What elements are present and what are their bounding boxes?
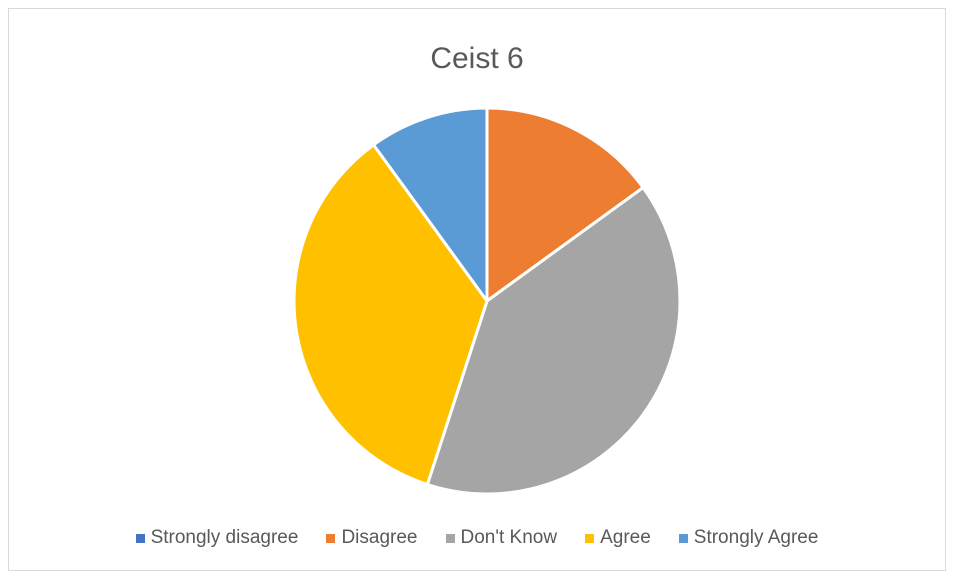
- legend-swatch: [678, 533, 688, 543]
- legend-item-don-t-know: Don't Know: [445, 527, 558, 549]
- legend-swatch: [326, 533, 336, 543]
- chart-area: Ceist 6 Strongly disagree Disagree Don't K…: [8, 8, 946, 571]
- legend-item-disagree: Disagree: [326, 527, 418, 549]
- pie-slice-agree: [292, 143, 489, 487]
- pie-slice-don-t-know: [425, 186, 682, 496]
- legend-label: Agree: [600, 527, 651, 548]
- legend-item-strongly-disagree: Strongly disagree: [135, 527, 299, 549]
- legend-label: Strongly Agree: [693, 527, 819, 548]
- chart-title: Ceist 6: [430, 42, 524, 75]
- legend-item-agree: Agree: [585, 527, 651, 549]
- legend-swatch: [135, 533, 145, 543]
- chart-legend: Strongly disagree Disagree Don't Know Agree…: [9, 527, 945, 549]
- legend-label: Don't Know: [460, 527, 558, 548]
- legend-label: Strongly disagree: [150, 527, 299, 548]
- legend-swatch: [445, 533, 455, 543]
- legend-label: Disagree: [341, 527, 418, 548]
- pie-chart: [292, 106, 682, 496]
- pie-slice-strongly-agree: [372, 106, 489, 303]
- legend-swatch: [585, 533, 595, 543]
- pie-slice-disagree: [485, 106, 645, 303]
- legend-item-strongly-agree: Strongly Agree: [678, 527, 819, 549]
